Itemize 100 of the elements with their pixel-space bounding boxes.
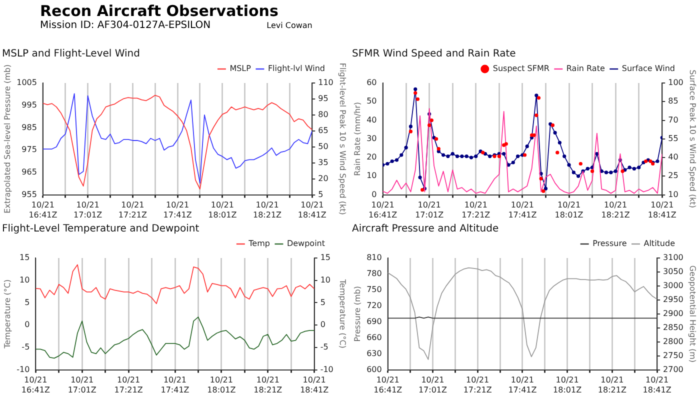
y2-tick-label: 2800 [663, 336, 684, 346]
y2-tick-label: 70 [668, 115, 678, 124]
legend-label: MSLP [230, 64, 252, 74]
y2-tick-label: 40 [668, 152, 678, 162]
y-tick-label: 660 [366, 332, 382, 342]
y2-tick-label: 25 [668, 171, 678, 180]
y-tick-label: 955 [22, 190, 37, 199]
x-tick-label: 10/21 16:41Z [28, 200, 58, 220]
chart-title: Aircraft Pressure and Altitude [352, 224, 499, 235]
y-tick-label: 690 [366, 316, 382, 326]
x-tick-label: 10/21 18:41Z [298, 200, 327, 220]
x-tick-label: 10/21 18:21Z [598, 376, 627, 394]
y2-tick-label: 65 [318, 126, 328, 135]
x-tick-label: 10/21 18:41Z [642, 376, 672, 394]
y2-tick-label: 110 [318, 78, 334, 88]
y2-axis-title: Surface Peak 10 s Wind Speed (kt) [688, 70, 698, 208]
chart-title: SFMR Wind Speed and Rain Rate [352, 48, 516, 60]
x-tick-label: 10/21 18:01Z [207, 376, 236, 394]
y-tick-label: 985 [22, 122, 37, 132]
y2-tick-label: 100 [668, 78, 684, 88]
y-tick-label: 600 [366, 364, 382, 374]
y-tick-label: 780 [366, 269, 382, 278]
y-tick-label: 15 [19, 253, 30, 262]
x-tick-label: 10/21 17:41Z [508, 376, 538, 394]
y-tick-label: 975 [22, 145, 37, 154]
y-tick-label: 5 [24, 298, 30, 307]
y2-tick-label: -10 [320, 364, 334, 374]
y2-axis-title: Temperature (°C) [338, 278, 348, 348]
y-tick-label: -10 [16, 364, 30, 374]
x-tick-label: 10/21 18:01Z [554, 200, 584, 220]
y2-tick-label: -5 [320, 342, 328, 352]
text: Recon Aircraft Observations [40, 2, 280, 20]
x-tick-label: 10/21 16:41Z [368, 200, 398, 220]
y2-tick-label: 15 [320, 253, 331, 262]
y2-tick-label: 2850 [663, 322, 684, 332]
y2-tick-label: 35 [318, 158, 328, 167]
y-tick-label: 30 [366, 134, 377, 143]
y-axis-title: Extrapolated Sea-level Pressure (mb) [2, 64, 12, 214]
y2-tick-label: 55 [668, 134, 678, 143]
y2-axis-title: Geopotential Height (m) [688, 265, 698, 362]
y-tick-label: 0 [372, 190, 377, 199]
y2-tick-label: 10 [668, 190, 678, 199]
y2-tick-label: 5 [318, 190, 324, 199]
y-tick-label: 720 [366, 300, 382, 310]
y-tick-label: 965 [22, 168, 37, 177]
legend-label: Suspect SFMR [492, 64, 550, 74]
x-tick-label: 10/21 17:01Z [74, 200, 103, 220]
y2-tick-label: 3000 [663, 281, 684, 290]
legend-label: Temp [248, 239, 270, 248]
y2-tick-label: 2750 [663, 350, 684, 360]
legend-label: Rain Rate [566, 64, 605, 74]
legend-label: Surface Wind [622, 64, 675, 74]
y2-tick-label: 95 [318, 94, 328, 104]
x-tick-label: 10/21 18:01Z [208, 200, 238, 220]
chart-title: MSLP and Flight-Level Wind [2, 48, 140, 60]
x-tick-label: 10/21 18:41Z [300, 376, 330, 394]
y-tick-label: 50 [366, 96, 377, 106]
y-tick-label: 60 [366, 78, 377, 88]
x-tick-label: 10/21 17:21Z [114, 376, 144, 394]
x-tick-label: 10/21 17:01Z [415, 200, 444, 220]
x-tick-label: 10/21 17:41Z [508, 200, 538, 220]
y2-tick-label: 85 [668, 96, 678, 106]
y2-tick-label: 50 [318, 142, 328, 151]
y-tick-label: 10 [366, 171, 377, 180]
y-axis-title: Temperature (°C) [2, 279, 12, 350]
y2-axis-title: Flight-level Peak 10 s Wind Speed (kt) [338, 62, 348, 215]
x-tick-label: 10/21 17:21Z [462, 200, 491, 220]
x-tick-label: 10/21 18:01Z [553, 376, 582, 394]
x-tick-label: 10/21 17:41Z [163, 200, 192, 220]
y-tick-label: 630 [366, 348, 382, 358]
legend-label: Pressure [592, 239, 627, 248]
y-axis-title: Rain Rate (mm/hr) [352, 102, 362, 176]
y-tick-label: 750 [366, 285, 382, 294]
y-tick-label: 10 [19, 275, 30, 284]
x-tick-label: 10/21 16:41Z [21, 376, 50, 394]
legend-label: Dewpoint [286, 239, 326, 248]
text: Mission ID: AF304-0127A-EPSILON [40, 20, 211, 31]
x-tick-label: 10/21 18:21Z [252, 200, 282, 220]
chart-title: Flight-Level Temperature and Dewpoint [2, 224, 200, 235]
y-tick-label: 40 [366, 115, 377, 124]
y-tick-label: 1005 [16, 78, 37, 88]
y2-tick-label: 10 [320, 275, 331, 284]
x-tick-label: 10/21 17:21Z [463, 376, 492, 394]
text: Levi Cowan [266, 21, 312, 30]
y2-tick-label: 20 [318, 174, 328, 183]
legend-label: Altitude [644, 239, 676, 248]
x-tick-label: 10/21 17:01Z [68, 376, 97, 394]
x-tick-label: 10/21 17:41Z [160, 376, 190, 394]
x-tick-label: 10/21 18:21Z [601, 200, 630, 220]
y-tick-label: -5 [22, 342, 30, 352]
x-tick-label: 10/21 18:41Z [648, 200, 677, 220]
y-tick-label: 0 [24, 320, 30, 330]
x-tick-label: 10/21 17:01Z [418, 376, 448, 394]
y2-tick-label: 5 [320, 298, 326, 307]
y-tick-label: 20 [366, 152, 377, 162]
x-tick-label: 10/21 18:21Z [254, 376, 283, 394]
y2-tick-label: 0 [320, 320, 326, 330]
x-tick-label: 10/21 16:41Z [374, 376, 403, 394]
y2-tick-label: 2950 [663, 295, 684, 304]
legend-label: Flight-lvl Wind [268, 64, 325, 74]
